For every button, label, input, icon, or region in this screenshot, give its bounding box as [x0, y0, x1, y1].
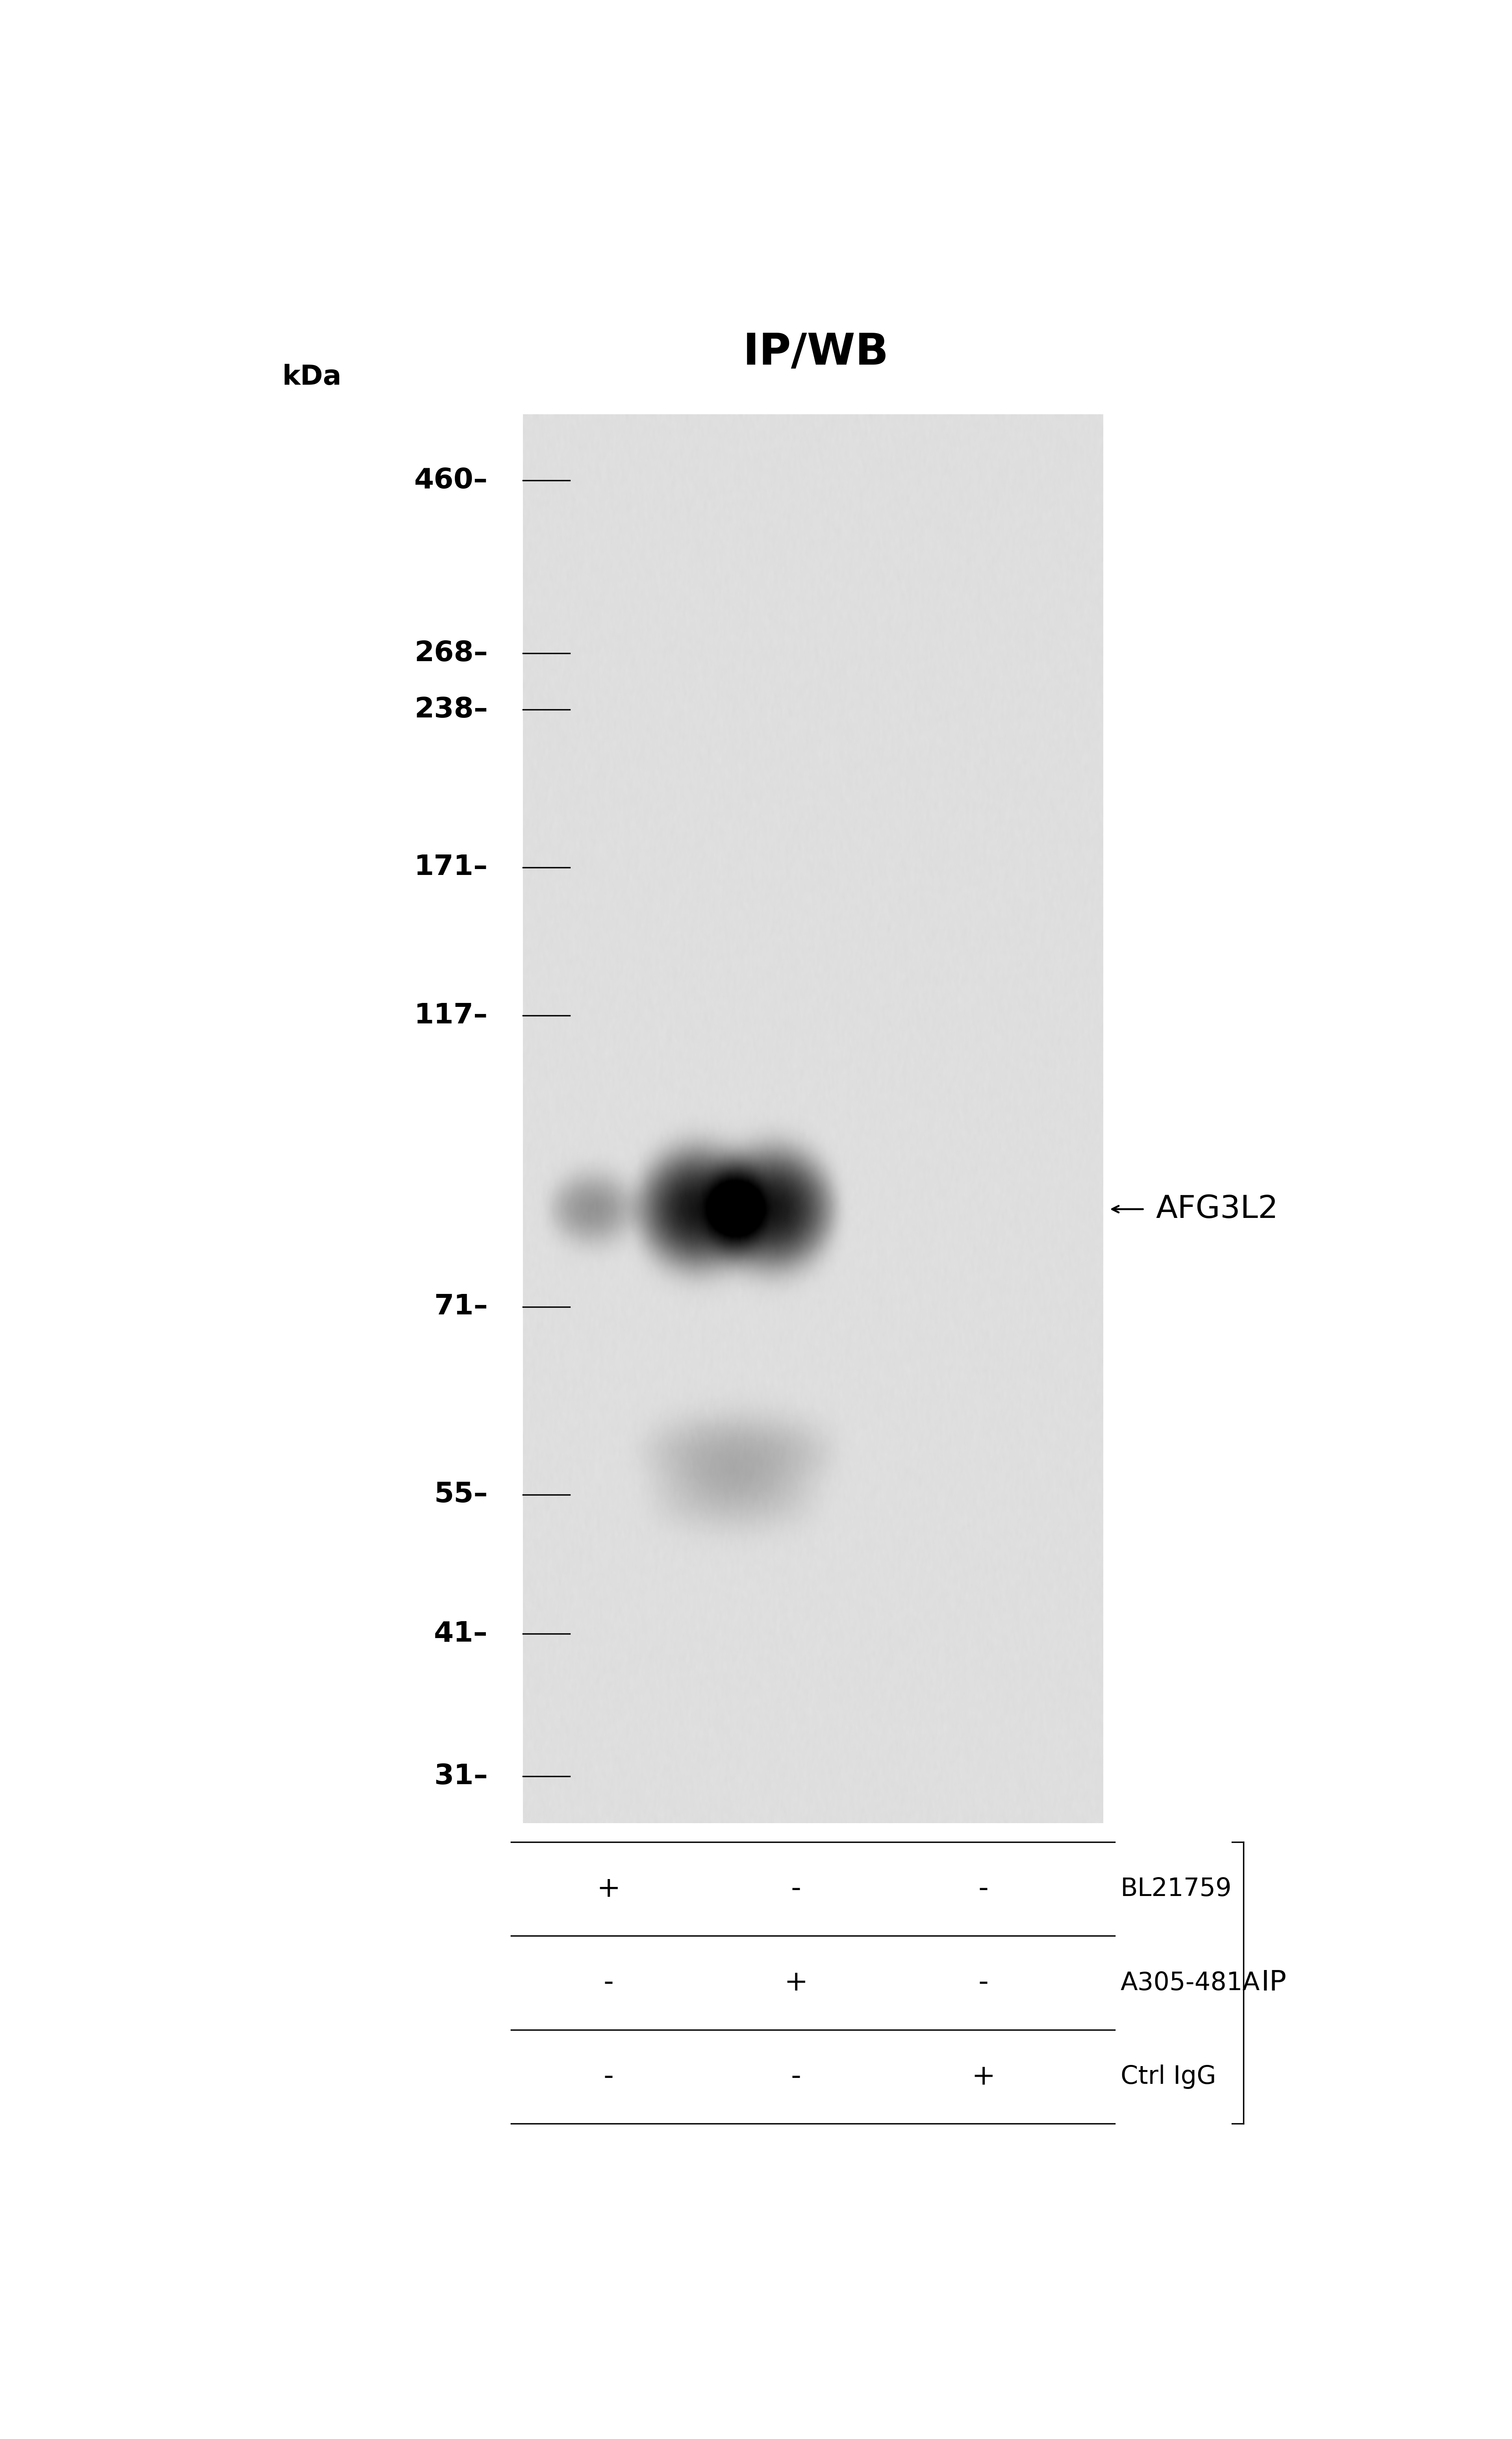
- Text: 171–: 171–: [414, 854, 488, 880]
- Text: +: +: [785, 1968, 807, 1998]
- Text: 71–: 71–: [434, 1293, 488, 1319]
- Text: IP: IP: [1261, 1968, 1287, 1998]
- Text: 268–: 268–: [414, 639, 488, 666]
- Text: IP/WB: IP/WB: [742, 332, 889, 373]
- Text: A305-481A: A305-481A: [1120, 1971, 1259, 1995]
- Text: kDa: kDa: [281, 363, 342, 390]
- Text: Ctrl IgG: Ctrl IgG: [1120, 2063, 1216, 2090]
- Text: 238–: 238–: [414, 695, 488, 724]
- Text: BL21759: BL21759: [1120, 1876, 1232, 1902]
- Text: -: -: [603, 1968, 614, 1998]
- Text: -: -: [791, 2063, 801, 2090]
- Text: AFG3L2: AFG3L2: [1155, 1193, 1278, 1224]
- Text: 117–: 117–: [414, 1002, 488, 1029]
- Text: -: -: [978, 1968, 989, 1998]
- Text: -: -: [978, 1876, 989, 1902]
- Text: 55–: 55–: [434, 1480, 488, 1507]
- Text: -: -: [603, 2063, 614, 2090]
- Text: 41–: 41–: [434, 1619, 488, 1646]
- Text: +: +: [972, 2063, 995, 2090]
- Text: -: -: [791, 1876, 801, 1902]
- Text: 460–: 460–: [414, 466, 488, 495]
- Text: 31–: 31–: [434, 1763, 488, 1790]
- Text: +: +: [597, 1876, 620, 1902]
